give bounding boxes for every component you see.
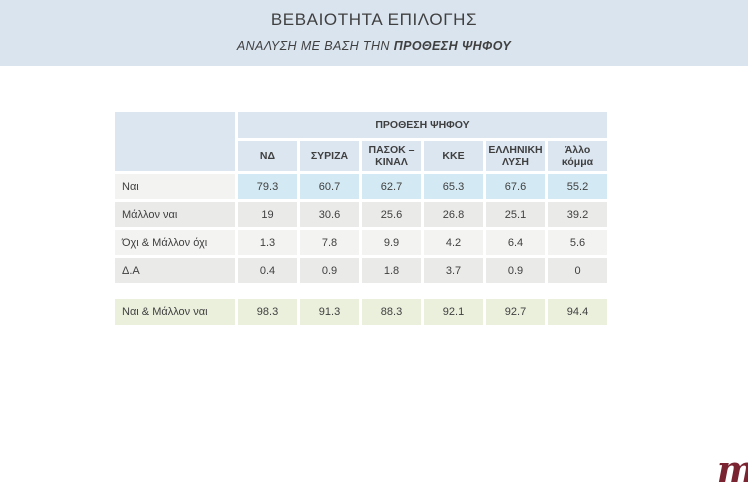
brand-logo-m: m <box>717 452 748 488</box>
table-spacer <box>115 286 607 296</box>
subtitle-prefix: ΑΝΑΛΥΣΗ ΜΕ ΒΑΣΗ ΤΗΝ <box>236 39 394 53</box>
value-cell: 1.8 <box>362 258 421 283</box>
value-cell: 79.3 <box>238 174 297 199</box>
results-table: ΠΡΟΘΕΣΗ ΨΗΦΟΥ ΝΔ ΣΥΡΙΖΑ ΠΑΣΟΚ – ΚΙΝΑΛ ΚΚ… <box>112 109 610 328</box>
column-header-syriza: ΣΥΡΙΖΑ <box>300 141 359 171</box>
value-cell: 88.3 <box>362 299 421 325</box>
column-header-el-lysi: ΕΛΛΗΝΙΚΗ ΛΥΣΗ <box>486 141 545 171</box>
value-cell: 0.9 <box>300 258 359 283</box>
value-cell: 19 <box>238 202 297 227</box>
table-row-nai: Ναι 79.3 60.7 62.7 65.3 67.6 55.2 <box>115 174 607 199</box>
value-cell: 25.6 <box>362 202 421 227</box>
table-row-mallon-nai: Μάλλον ναι 19 30.6 25.6 26.8 25.1 39.2 <box>115 202 607 227</box>
subtitle-emphasis: ΠΡΟΘΕΣΗ ΨΗΦΟΥ <box>393 39 512 53</box>
table-row-ochi: Όχι & Μάλλον όχι 1.3 7.8 9.9 4.2 6.4 5.6 <box>115 230 607 255</box>
row-label: Μάλλον ναι <box>115 202 235 227</box>
value-cell: 0.9 <box>486 258 545 283</box>
column-header-nd: ΝΔ <box>238 141 297 171</box>
value-cell: 39.2 <box>548 202 607 227</box>
value-cell: 91.3 <box>300 299 359 325</box>
column-header-pasok: ΠΑΣΟΚ – ΚΙΝΑΛ <box>362 141 421 171</box>
value-cell: 0 <box>548 258 607 283</box>
slide-subtitle: ΑΝΑΛΥΣΗ ΜΕ ΒΑΣΗ ΤΗΝ ΠΡΟΘΕΣΗ ΨΗΦΟΥ <box>0 39 748 53</box>
column-header-allo: Άλλο κόμμα <box>548 141 607 171</box>
slide-title: ΒΕΒΑΙΟΤΗΤΑ ΕΠΙΛΟΓΗΣ <box>270 10 478 29</box>
value-cell: 1.3 <box>238 230 297 255</box>
table-row-summary: Ναι & Μάλλον ναι 98.3 91.3 88.3 92.1 92.… <box>115 299 607 325</box>
corner-cell <box>115 112 235 171</box>
results-table-wrap: ΠΡΟΘΕΣΗ ΨΗΦΟΥ ΝΔ ΣΥΡΙΖΑ ΠΑΣΟΚ – ΚΙΝΑΛ ΚΚ… <box>112 109 610 328</box>
row-label: Ναι <box>115 174 235 199</box>
value-cell: 25.1 <box>486 202 545 227</box>
value-cell: 62.7 <box>362 174 421 199</box>
value-cell: 4.2 <box>424 230 483 255</box>
value-cell: 92.7 <box>486 299 545 325</box>
value-cell: 94.4 <box>548 299 607 325</box>
value-cell: 92.1 <box>424 299 483 325</box>
value-cell: 26.8 <box>424 202 483 227</box>
row-label: Δ.Α <box>115 258 235 283</box>
column-header-kke: ΚΚΕ <box>424 141 483 171</box>
value-cell: 60.7 <box>300 174 359 199</box>
value-cell: 30.6 <box>300 202 359 227</box>
row-label: Ναι & Μάλλον ναι <box>115 299 235 325</box>
table-row-da: Δ.Α 0.4 0.9 1.8 3.7 0.9 0 <box>115 258 607 283</box>
value-cell: 65.3 <box>424 174 483 199</box>
value-cell: 7.8 <box>300 230 359 255</box>
value-cell: 9.9 <box>362 230 421 255</box>
title-banner: ΒΕΒΑΙΟΤΗΤΑ ΕΠΙΛΟΓΗΣ ΑΝΑΛΥΣΗ ΜΕ ΒΑΣΗ ΤΗΝ … <box>0 0 748 66</box>
row-label: Όχι & Μάλλον όχι <box>115 230 235 255</box>
value-cell: 0.4 <box>238 258 297 283</box>
group-header: ΠΡΟΘΕΣΗ ΨΗΦΟΥ <box>238 112 607 138</box>
value-cell: 3.7 <box>424 258 483 283</box>
value-cell: 98.3 <box>238 299 297 325</box>
value-cell: 55.2 <box>548 174 607 199</box>
value-cell: 67.6 <box>486 174 545 199</box>
value-cell: 6.4 <box>486 230 545 255</box>
value-cell: 5.6 <box>548 230 607 255</box>
